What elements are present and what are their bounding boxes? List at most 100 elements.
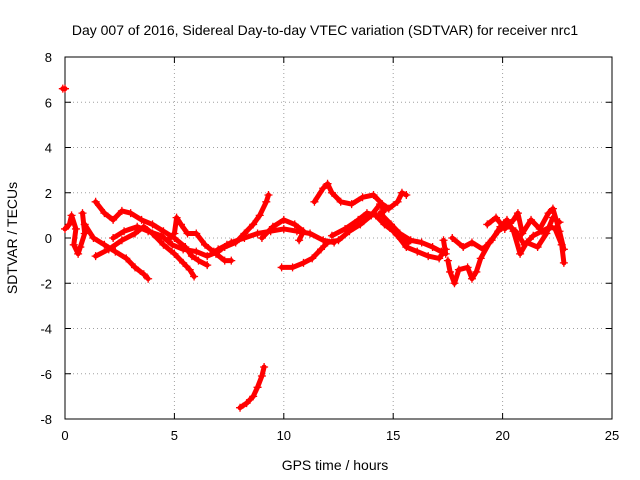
data-point: [467, 274, 476, 283]
data-point: [183, 229, 192, 238]
data-point: [513, 209, 522, 218]
data-point: [120, 227, 129, 236]
data-point: [131, 229, 140, 238]
data-point: [277, 263, 286, 272]
series-line: [259, 217, 306, 243]
data-series-pass-h: [209, 191, 273, 256]
data-point: [203, 252, 212, 261]
data-point: [347, 200, 356, 209]
data-point: [192, 247, 201, 256]
data-point: [109, 234, 118, 242]
data-point: [454, 265, 463, 274]
data-point: [319, 184, 328, 193]
data-point: [548, 204, 557, 213]
data-point: [393, 197, 402, 206]
data-point: [209, 247, 218, 256]
data-series-pass-k: [257, 215, 308, 245]
y-axis-label: SDTVAR / TECUs: [4, 182, 20, 294]
data-point: [172, 213, 181, 222]
data-point: [384, 204, 393, 213]
data-point: [71, 224, 80, 233]
data-point: [518, 229, 527, 238]
tick-labels: 0 5 10 15 20 25 -8 -6 -4 -2 0 2 4 6 8: [40, 50, 619, 443]
data-point: [126, 209, 135, 218]
data-point: [268, 222, 277, 231]
series-line: [93, 224, 197, 279]
data-series-pass-p: [393, 231, 450, 263]
data-point: [104, 245, 113, 254]
data-point: [260, 362, 269, 371]
data-point: [240, 234, 249, 242]
data-point: [306, 229, 315, 238]
series-line: [211, 192, 271, 255]
data-point: [89, 234, 98, 242]
series-layer: [58, 84, 568, 412]
data-point: [299, 258, 308, 267]
series-line: [484, 206, 567, 252]
data-point: [65, 220, 74, 229]
data-point: [227, 256, 236, 265]
series-line: [215, 226, 337, 252]
data-point: [316, 245, 325, 254]
data-point: [159, 240, 168, 249]
y-tick-label: -6: [40, 367, 52, 382]
data-point: [417, 238, 426, 247]
y-tick-label: 2: [45, 186, 52, 201]
data-point: [378, 200, 387, 209]
data-point: [527, 215, 536, 224]
data-point: [356, 220, 365, 229]
data-point: [262, 197, 271, 206]
data-point: [341, 224, 350, 233]
data-point: [535, 224, 544, 233]
data-point: [242, 399, 251, 408]
data-point: [179, 258, 188, 267]
x-tick-label: 25: [605, 428, 619, 443]
data-point: [542, 229, 551, 238]
data-point: [236, 403, 245, 412]
data-point: [310, 197, 319, 206]
data-series-pass-m: [310, 179, 411, 213]
axis-ticks: [64, 56, 613, 420]
data-point: [472, 267, 481, 276]
data-point: [117, 206, 126, 215]
x-tick-label: 5: [171, 428, 178, 443]
data-point: [299, 227, 308, 236]
data-point: [327, 188, 336, 197]
data-point: [406, 236, 415, 245]
data-series-pass-b: [61, 209, 89, 258]
data-point: [168, 240, 177, 249]
data-point: [249, 220, 258, 229]
data-point: [555, 227, 564, 236]
data-point: [467, 238, 476, 247]
data-point: [327, 231, 336, 240]
data-point: [509, 215, 518, 224]
data-point: [137, 215, 146, 224]
data-point: [190, 272, 199, 281]
data-point: [80, 229, 89, 238]
data-series-pass-c: [80, 220, 153, 283]
data-point: [100, 209, 109, 218]
data-point: [428, 243, 437, 252]
data-point: [450, 279, 459, 288]
data-point: [483, 220, 492, 229]
data-point: [336, 197, 345, 206]
data-point: [78, 209, 87, 218]
data-point: [397, 188, 406, 197]
data-point: [74, 249, 83, 258]
data-series-pass-g: [163, 213, 236, 265]
data-point: [148, 220, 157, 229]
data-point: [111, 247, 120, 256]
data-point: [295, 236, 304, 245]
data-point: [516, 249, 525, 258]
data-point: [402, 191, 411, 200]
data-point: [69, 240, 78, 249]
data-point: [413, 247, 422, 256]
data-point: [253, 229, 262, 238]
data-point: [522, 238, 531, 247]
data-point: [487, 236, 496, 245]
data-point: [253, 383, 262, 392]
data-point: [91, 197, 100, 206]
data-point: [492, 213, 501, 222]
data-point: [185, 265, 194, 274]
data-point: [157, 231, 166, 240]
